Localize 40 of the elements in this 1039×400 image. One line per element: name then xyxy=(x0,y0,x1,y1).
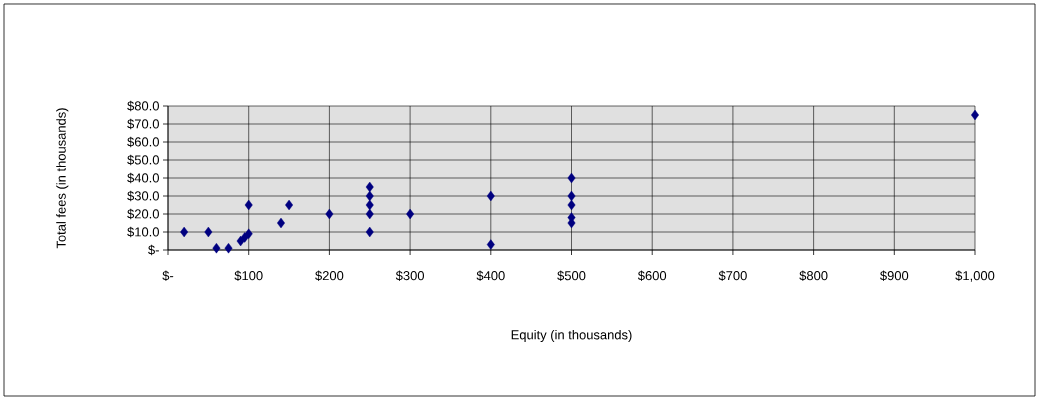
point xyxy=(244,199,253,211)
point xyxy=(224,243,233,254)
x-tick-label: $700 xyxy=(718,270,747,281)
x-tick-label: $300 xyxy=(395,270,424,281)
y-tick-label: $30.0 xyxy=(127,190,159,202)
x-tick-label: $1,000 xyxy=(955,270,995,282)
x-tick-label: $900 xyxy=(880,270,909,281)
point xyxy=(567,190,576,202)
y-tick-label: $10.0 xyxy=(127,226,159,238)
y-tick-label: $60.0 xyxy=(127,136,159,148)
point xyxy=(486,239,495,250)
point xyxy=(365,190,374,202)
point xyxy=(365,181,374,193)
point xyxy=(567,199,576,211)
x-tick-label: $500 xyxy=(557,270,586,281)
x-tick-label: $800 xyxy=(799,270,828,281)
y-tick-label: $- xyxy=(148,244,159,256)
point xyxy=(365,199,374,211)
point xyxy=(567,172,576,184)
x-tick-label: $100 xyxy=(234,270,263,281)
point xyxy=(365,226,374,238)
point xyxy=(325,208,334,220)
point xyxy=(365,208,374,220)
y-tick-label: $40.0 xyxy=(127,172,159,184)
y-tick-label: $70.0 xyxy=(127,118,159,130)
point xyxy=(244,228,253,239)
point xyxy=(406,208,415,220)
y-tick-label: $80.0 xyxy=(127,100,159,112)
point xyxy=(180,226,189,238)
x-tick-label: $400 xyxy=(476,270,505,281)
y-axis-title: Total fees (in thousands) xyxy=(56,108,69,249)
point xyxy=(212,243,221,254)
point xyxy=(204,226,213,238)
y-tick-label: $50.0 xyxy=(127,154,159,166)
x-tick-label: $200 xyxy=(315,270,344,281)
y-tick-label: $20.0 xyxy=(127,208,159,220)
x-tick-label: $- xyxy=(162,270,174,281)
x-axis-title: Equity (in thousands) xyxy=(511,329,632,342)
x-tick-label: $600 xyxy=(637,270,667,281)
point xyxy=(486,190,495,202)
